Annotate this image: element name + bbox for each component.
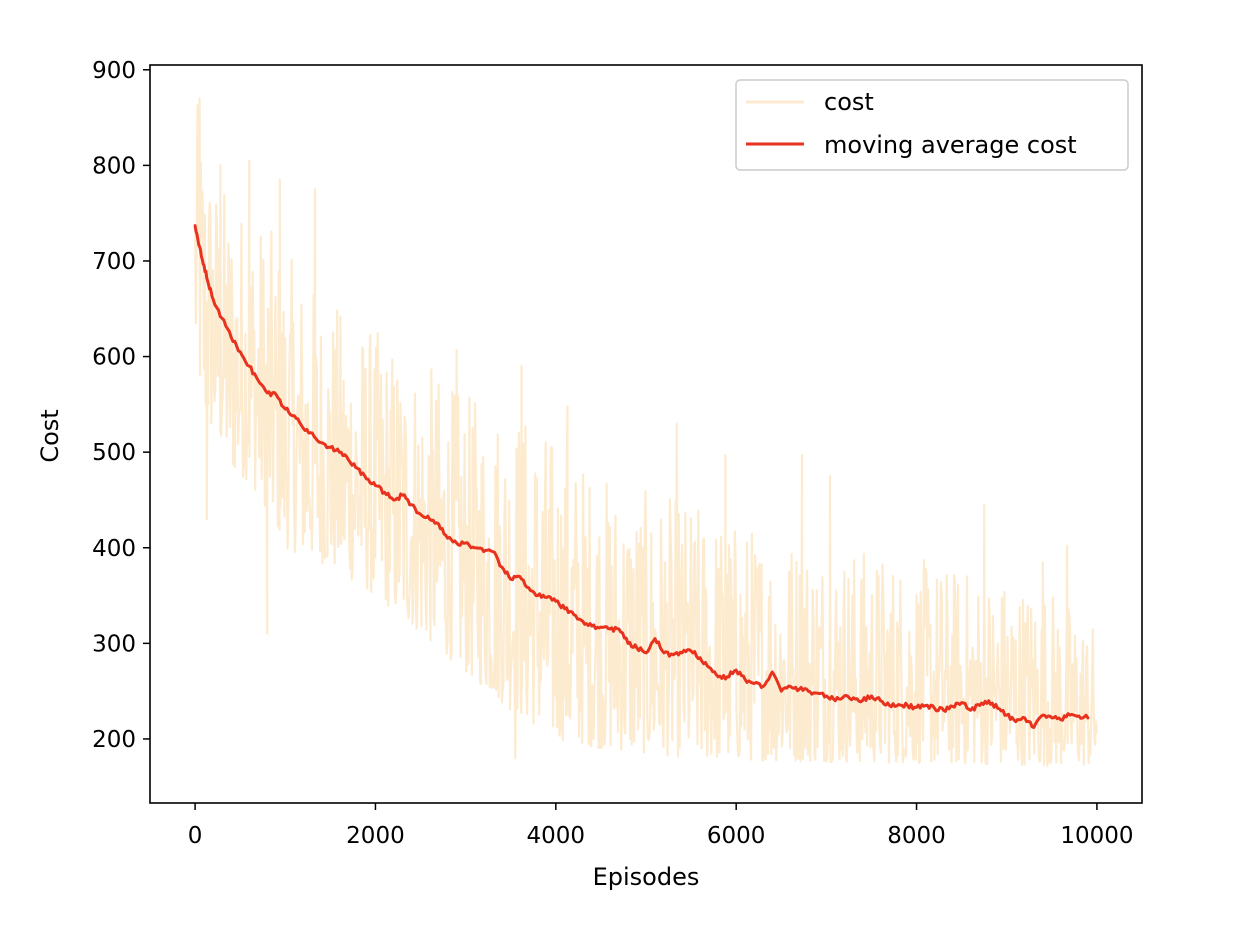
y-tick-label: 600: [92, 345, 136, 371]
x-tick-label: 2000: [346, 823, 405, 849]
plot-frame: [149, 64, 1143, 804]
x-axis-label: Episodes: [593, 863, 700, 891]
moving-average-line: [193, 224, 1090, 729]
y-tick-label: 300: [92, 631, 136, 657]
x-tick-label: 4000: [527, 823, 586, 849]
cost-line: [194, 97, 1098, 767]
y-tick-label: 500: [92, 440, 136, 466]
legend-cost-label: cost: [824, 88, 874, 116]
x-axis: 0 2000 4000 6000 8000 10000: [188, 803, 1133, 849]
y-tick-label: 200: [92, 727, 136, 753]
x-tick-label: 0: [188, 823, 203, 849]
x-tick-label: 8000: [887, 823, 946, 849]
y-tick-label: 700: [92, 249, 136, 275]
y-axis: 200 300 400 500 600 700 800 900: [92, 58, 150, 753]
y-tick-label: 900: [92, 58, 136, 84]
legend: cost moving average cost: [735, 79, 1129, 171]
y-tick-label: 800: [92, 153, 136, 179]
x-tick-label: 10000: [1060, 823, 1133, 849]
legend-moving-average-label: moving average cost: [824, 131, 1077, 159]
legend-box: [735, 79, 1129, 171]
y-axis-label: Cost: [36, 409, 64, 462]
y-tick-label: 400: [92, 536, 136, 562]
moving-average-series: [193, 224, 1090, 729]
cost-series: [194, 97, 1098, 767]
x-tick-label: 6000: [707, 823, 766, 849]
